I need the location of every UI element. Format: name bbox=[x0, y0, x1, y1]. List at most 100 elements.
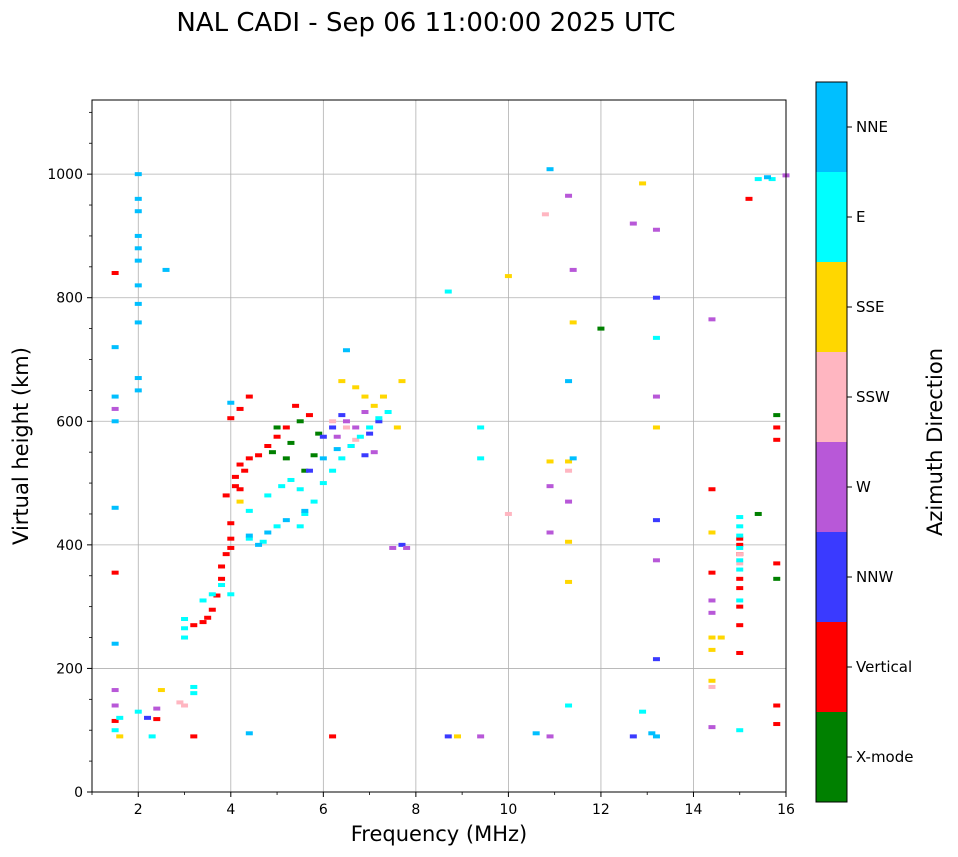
x-tick-label: 2 bbox=[134, 802, 143, 818]
point-sse bbox=[565, 459, 573, 464]
point-w bbox=[708, 598, 716, 603]
point-e bbox=[356, 434, 364, 439]
x-tick-label: 16 bbox=[777, 802, 795, 818]
colorbar-label-nnw: NNW bbox=[856, 568, 893, 586]
point-w bbox=[153, 706, 161, 711]
x-tick-label: 12 bbox=[592, 802, 610, 818]
point-sse bbox=[708, 678, 716, 683]
point-nnw bbox=[652, 657, 660, 662]
point-nne bbox=[134, 258, 142, 263]
point-sse bbox=[565, 539, 573, 544]
point-nne bbox=[342, 348, 350, 353]
point-e bbox=[736, 515, 744, 520]
point-e bbox=[444, 289, 452, 294]
point-x-mode bbox=[597, 326, 605, 331]
point-vertical bbox=[227, 416, 235, 421]
point-w bbox=[546, 530, 554, 535]
colorbar-segment-e bbox=[816, 172, 847, 262]
point-sse bbox=[546, 459, 554, 464]
point-vertical bbox=[736, 576, 744, 581]
point-e bbox=[181, 617, 189, 621]
point-ssw bbox=[329, 419, 337, 424]
point-vertical bbox=[153, 717, 161, 722]
point-nnw bbox=[361, 453, 369, 458]
colorbar-segment-x-mode bbox=[816, 712, 847, 802]
point-x-mode bbox=[301, 468, 309, 473]
point-nnw bbox=[444, 734, 452, 739]
point-x-mode bbox=[310, 453, 318, 458]
point-e bbox=[338, 456, 346, 461]
colorbar-label-e: E bbox=[856, 208, 865, 226]
point-nne bbox=[652, 734, 660, 739]
point-vertical bbox=[218, 564, 226, 569]
point-e bbox=[208, 592, 216, 597]
point-sse bbox=[236, 499, 244, 504]
x-tick-label: 4 bbox=[226, 802, 235, 818]
point-e bbox=[366, 425, 374, 430]
point-sse bbox=[370, 403, 378, 408]
point-w bbox=[361, 410, 369, 415]
point-nne bbox=[134, 233, 142, 238]
point-nne bbox=[532, 731, 540, 736]
point-nne bbox=[763, 175, 771, 180]
point-e bbox=[227, 592, 235, 597]
point-sse bbox=[352, 385, 360, 390]
point-sse bbox=[157, 688, 165, 693]
point-ssw bbox=[708, 684, 716, 689]
point-w bbox=[629, 221, 637, 226]
point-e bbox=[181, 626, 189, 631]
point-vertical bbox=[241, 468, 249, 473]
colorbar-segment-vertical bbox=[816, 622, 847, 712]
point-e bbox=[736, 545, 744, 550]
point-vertical bbox=[773, 703, 781, 708]
point-w bbox=[352, 425, 360, 430]
colorbar-label-x-mode: X-mode bbox=[856, 748, 913, 766]
point-vertical bbox=[231, 484, 239, 489]
point-vertical bbox=[245, 394, 253, 399]
point-vertical bbox=[255, 453, 263, 458]
point-vertical bbox=[292, 403, 300, 408]
point-w bbox=[389, 545, 397, 550]
point-ssw bbox=[736, 561, 744, 566]
point-vertical bbox=[736, 536, 744, 541]
point-nnw bbox=[398, 542, 406, 547]
chart-title: NAL CADI - Sep 06 11:00:00 2025 UTC bbox=[176, 8, 675, 38]
point-nne bbox=[569, 456, 577, 461]
axis-ticks: 2 4 6 8 10 12 14 16 0 200 400 600 800 1000 bbox=[47, 111, 795, 818]
point-w bbox=[477, 734, 485, 739]
point-x-mode bbox=[773, 413, 781, 418]
point-nnw bbox=[338, 413, 346, 418]
point-vertical bbox=[190, 623, 198, 628]
point-nne bbox=[282, 518, 290, 523]
point-e bbox=[736, 728, 744, 733]
colorbar-label-w: W bbox=[856, 478, 871, 496]
point-sse bbox=[569, 320, 577, 325]
point-vertical bbox=[773, 722, 781, 727]
y-tick-label: 800 bbox=[56, 291, 83, 307]
y-axis-label: Virtual height (km) bbox=[9, 347, 33, 545]
point-nne bbox=[134, 301, 142, 306]
point-e bbox=[301, 511, 309, 516]
point-e bbox=[287, 477, 295, 482]
point-w bbox=[111, 688, 119, 693]
point-vertical bbox=[218, 576, 226, 581]
x-tick-label: 10 bbox=[499, 802, 517, 818]
colorbar-segment-ssw bbox=[816, 352, 847, 442]
point-vertical bbox=[773, 425, 781, 430]
point-nne bbox=[111, 641, 119, 646]
point-w bbox=[333, 434, 341, 439]
point-vertical bbox=[736, 623, 744, 628]
point-e bbox=[181, 635, 189, 640]
point-vertical bbox=[204, 615, 212, 620]
point-nne bbox=[648, 731, 656, 736]
colorbar-label-ssw: SSW bbox=[856, 388, 890, 406]
point-e bbox=[199, 598, 207, 603]
point-nne bbox=[134, 196, 142, 201]
point-nne bbox=[134, 283, 142, 288]
point-nne bbox=[134, 209, 142, 214]
point-vertical bbox=[111, 570, 119, 575]
point-nnw bbox=[629, 734, 637, 739]
data-points bbox=[111, 167, 790, 739]
point-e bbox=[273, 524, 281, 529]
point-e bbox=[329, 468, 337, 473]
